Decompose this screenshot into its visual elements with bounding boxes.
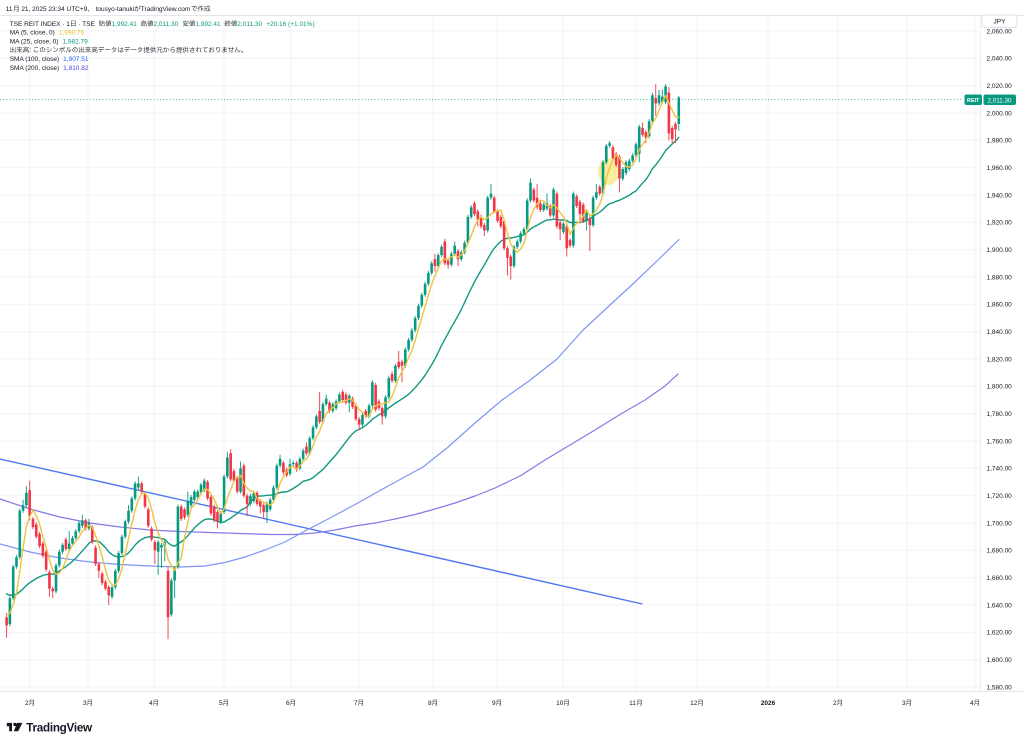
svg-text:2,040.00: 2,040.00 xyxy=(987,56,1013,63)
svg-text:11: 11 xyxy=(629,700,636,707)
svg-text:2: 2 xyxy=(25,700,29,707)
svg-text:1,998.76: 1,998.76 xyxy=(59,30,85,37)
svg-text:3: 3 xyxy=(902,700,906,707)
svg-text:1,992.41: 1,992.41 xyxy=(195,21,221,28)
svg-text:2,011.30: 2,011.30 xyxy=(237,21,262,28)
svg-text:JPY: JPY xyxy=(994,19,1007,26)
svg-text:1,600.00: 1,600.00 xyxy=(987,657,1013,664)
svg-text:1,992.41: 1,992.41 xyxy=(112,21,138,28)
svg-text:1,780.00: 1,780.00 xyxy=(987,411,1013,418)
svg-text:7: 7 xyxy=(354,700,358,707)
svg-text:21, 2025 23:34 UTC+9: 21, 2025 23:34 UTC+9 xyxy=(20,6,88,13)
svg-text:2,011.30: 2,011.30 xyxy=(153,21,178,28)
svg-text:1,907.51: 1,907.51 xyxy=(63,56,89,63)
svg-text:MA (25, close, 0): MA (25, close, 0) xyxy=(10,38,62,45)
svg-text:2026: 2026 xyxy=(761,700,776,707)
svg-text:12: 12 xyxy=(690,700,698,707)
svg-text:1,940.00: 1,940.00 xyxy=(987,192,1013,199)
svg-text:1,680.00: 1,680.00 xyxy=(987,548,1013,555)
svg-text:1,720.00: 1,720.00 xyxy=(987,493,1013,500)
svg-text:9: 9 xyxy=(492,700,496,707)
svg-text:3: 3 xyxy=(83,700,87,707)
svg-text:SMA (200, close): SMA (200, close) xyxy=(10,65,63,72)
svg-text:5: 5 xyxy=(219,700,223,707)
svg-text:1,840.00: 1,840.00 xyxy=(987,329,1013,336)
svg-text:1,740.00: 1,740.00 xyxy=(987,466,1013,473)
svg-text:2,000.00: 2,000.00 xyxy=(987,110,1013,117)
svg-text:MA (5, close, 0): MA (5, close, 0) xyxy=(10,30,59,37)
svg-text:1,580.00: 1,580.00 xyxy=(987,684,1013,691)
svg-text:1,920.00: 1,920.00 xyxy=(987,220,1013,227)
svg-text:1,620.00: 1,620.00 xyxy=(987,630,1013,637)
svg-text:11: 11 xyxy=(6,6,13,13)
svg-text:1,880.00: 1,880.00 xyxy=(987,274,1013,281)
svg-text:SMA (100, close): SMA (100, close) xyxy=(10,56,63,63)
svg-text:1,700.00: 1,700.00 xyxy=(987,520,1013,527)
svg-text:4: 4 xyxy=(970,700,974,707)
svg-text:6: 6 xyxy=(286,700,290,707)
svg-text:1,900.00: 1,900.00 xyxy=(987,247,1013,254)
svg-text:1,800.00: 1,800.00 xyxy=(987,384,1013,391)
svg-text:tousyo-tanuki: tousyo-tanuki xyxy=(94,6,134,13)
svg-text:1,860.00: 1,860.00 xyxy=(987,302,1013,309)
svg-text:TSE REIT INDEX · 1: TSE REIT INDEX · 1 xyxy=(10,21,71,28)
svg-text:1,760.00: 1,760.00 xyxy=(987,438,1013,445)
svg-text:8: 8 xyxy=(428,700,432,707)
svg-text:1,982.79: 1,982.79 xyxy=(62,38,88,45)
svg-text:1,810.82: 1,810.82 xyxy=(63,65,89,72)
svg-text:2,011.30: 2,011.30 xyxy=(987,97,1012,104)
svg-text:10: 10 xyxy=(556,700,564,707)
svg-text::: : xyxy=(29,47,33,54)
svg-text:+20.16 (+1.01%): +20.16 (+1.01%) xyxy=(263,21,315,28)
svg-text:· TSE: · TSE xyxy=(77,21,99,28)
svg-text:1,820.00: 1,820.00 xyxy=(987,356,1013,363)
svg-text:1,640.00: 1,640.00 xyxy=(987,602,1013,609)
svg-text:1,660.00: 1,660.00 xyxy=(987,575,1013,582)
svg-text:TradingView.com: TradingView.com xyxy=(141,6,191,13)
svg-text:1,980.00: 1,980.00 xyxy=(987,138,1013,145)
svg-text:2,060.00: 2,060.00 xyxy=(987,28,1013,35)
svg-text:TradingView: TradingView xyxy=(26,721,93,734)
svg-text:2: 2 xyxy=(833,700,837,707)
svg-text:1,960.00: 1,960.00 xyxy=(987,165,1013,172)
svg-text:2,020.00: 2,020.00 xyxy=(987,83,1013,90)
svg-text:REIT: REIT xyxy=(967,98,980,104)
svg-text:4: 4 xyxy=(149,700,153,707)
